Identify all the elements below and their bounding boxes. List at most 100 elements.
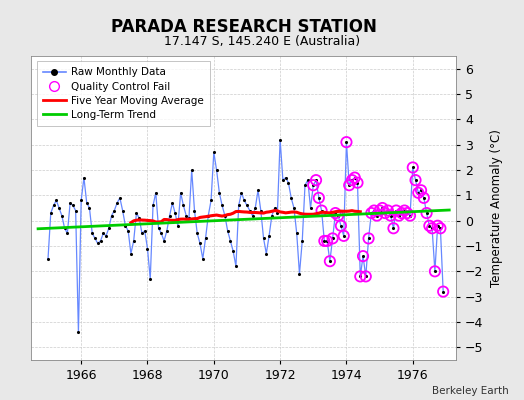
Point (314, 195, 323, 201)
Text: Berkeley Earth: Berkeley Earth (432, 386, 508, 396)
Point (80, 174, 88, 181)
Point (414, 190, 422, 196)
Point (248, 212, 257, 219)
Point (318, 207, 326, 214)
Point (179, 202, 188, 209)
Point (370, 207, 378, 214)
Point (246, 207, 254, 214)
Point (232, 263, 240, 270)
Point (301, 182, 309, 188)
Point (69, 202, 77, 209)
Point (384, 207, 392, 214)
Point (140, 228, 149, 234)
Point (243, 202, 251, 209)
Point (185, 215, 193, 221)
Point (348, 177, 356, 183)
Point (166, 212, 174, 219)
Point (331, 210, 340, 216)
Point (99, 230, 107, 236)
Point (378, 205, 387, 211)
Point (127, 250, 135, 257)
Point (353, 180, 362, 186)
Point (398, 210, 406, 216)
Point (406, 212, 414, 219)
Point (146, 276, 155, 282)
Point (71, 207, 80, 214)
Point (345, 182, 353, 188)
Point (138, 230, 146, 236)
Point (417, 187, 425, 194)
Point (367, 210, 376, 216)
Point (334, 212, 342, 219)
Point (85, 205, 94, 211)
Point (420, 195, 428, 201)
Point (96, 238, 105, 244)
Point (196, 240, 204, 247)
Point (74, 329, 83, 335)
Point (384, 207, 392, 214)
Title: PARADA RESEARCH STATION: PARADA RESEARCH STATION (111, 18, 377, 36)
Point (403, 210, 411, 216)
Point (204, 212, 212, 219)
Point (254, 187, 262, 194)
Point (77, 197, 85, 204)
Point (290, 205, 298, 211)
Point (190, 207, 199, 214)
Point (359, 253, 367, 259)
Point (342, 139, 351, 145)
Point (389, 225, 398, 232)
Point (199, 256, 207, 262)
Point (135, 215, 144, 221)
Point (259, 235, 268, 242)
Point (113, 200, 121, 206)
Point (387, 212, 395, 219)
Point (395, 212, 403, 219)
Point (174, 222, 182, 229)
Point (182, 212, 190, 219)
Point (177, 190, 185, 196)
Point (307, 205, 315, 211)
Point (420, 195, 428, 201)
Point (389, 225, 398, 232)
Point (422, 210, 431, 216)
Point (326, 258, 334, 264)
Point (356, 273, 365, 280)
Point (378, 205, 387, 211)
Point (193, 230, 201, 236)
Point (162, 228, 171, 234)
Point (433, 222, 442, 229)
Point (373, 212, 381, 219)
Point (414, 190, 422, 196)
Point (298, 238, 307, 244)
Point (425, 222, 433, 229)
Point (221, 212, 229, 219)
Point (403, 210, 411, 216)
Point (359, 253, 367, 259)
Point (207, 197, 215, 204)
Point (337, 222, 345, 229)
Point (314, 195, 323, 201)
Point (436, 225, 444, 232)
Point (373, 212, 381, 219)
Y-axis label: Temperature Anomaly (°C): Temperature Anomaly (°C) (490, 129, 504, 287)
Point (356, 273, 365, 280)
Point (364, 235, 373, 242)
Point (268, 212, 276, 219)
Point (149, 202, 157, 209)
Point (49, 202, 58, 209)
Point (318, 207, 326, 214)
Point (381, 210, 389, 216)
Point (121, 222, 129, 229)
Point (411, 177, 420, 183)
Point (303, 177, 312, 183)
Point (370, 207, 378, 214)
Point (157, 230, 166, 236)
Point (312, 177, 320, 183)
Point (47, 210, 55, 216)
Point (281, 174, 290, 181)
Point (276, 136, 285, 143)
Point (171, 210, 179, 216)
Point (143, 245, 151, 252)
Point (320, 238, 329, 244)
Point (284, 180, 292, 186)
